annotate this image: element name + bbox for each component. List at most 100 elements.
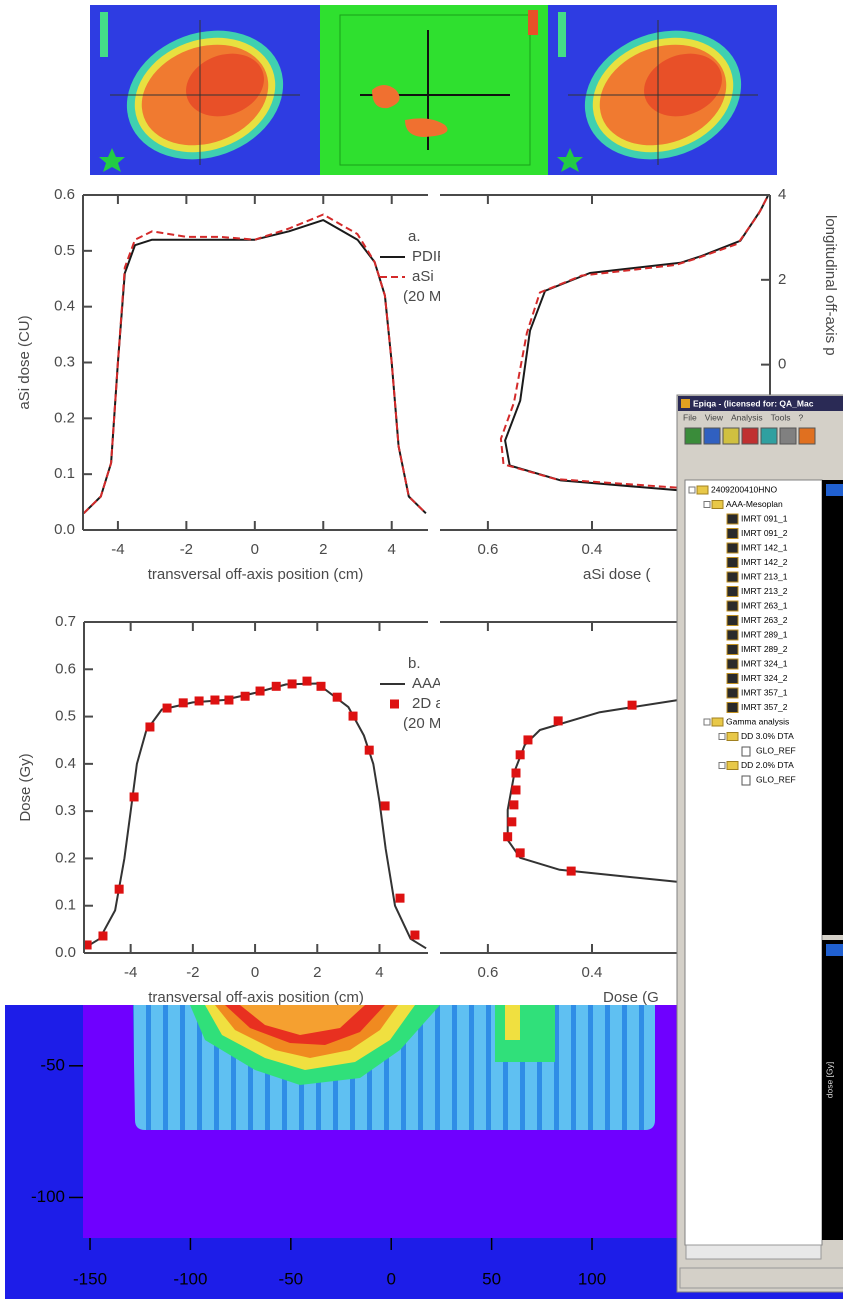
tree-item[interactable]: IMRT 289_1 <box>741 629 788 639</box>
plan-icon <box>726 702 739 713</box>
plan-icon <box>726 600 739 612</box>
plot-area <box>84 676 427 950</box>
y-tick-label: 0.1 <box>55 897 76 914</box>
pane-tab <box>826 944 843 956</box>
expander[interactable] <box>688 486 696 494</box>
y-tick-label: 0.6 <box>54 186 75 203</box>
marker <box>507 817 517 827</box>
tree-item[interactable]: IMRT 091_1 <box>741 513 788 523</box>
y-axis-label: Dose (Gy) <box>17 753 34 821</box>
menu-item[interactable]: File <box>683 412 697 422</box>
folder-icon <box>711 717 724 727</box>
x-tick-label: -150 <box>73 1269 107 1288</box>
marker <box>178 698 188 708</box>
tree-item[interactable]: GLO_REF <box>756 745 796 755</box>
menu-item[interactable]: View <box>705 412 724 422</box>
tree-item[interactable]: IMRT 263_2 <box>741 615 788 625</box>
legend-label: AAA <box>412 675 442 692</box>
folder-icon <box>726 732 739 741</box>
y-tick-label: -50 <box>40 1055 65 1074</box>
marker <box>395 893 405 903</box>
toolbar-button[interactable] <box>741 427 759 445</box>
tree-item[interactable]: IMRT 263_1 <box>741 600 788 610</box>
file-icon <box>741 746 751 757</box>
line <box>499 195 769 489</box>
tree-item[interactable]: IMRT 357_1 <box>741 687 788 697</box>
y-tick-label: 0.4 <box>55 755 76 772</box>
marker <box>509 800 519 810</box>
tree-item[interactable]: DD 3.0% DTA <box>741 731 794 741</box>
plot-pane <box>822 480 843 935</box>
x-tick-label: 2 <box>319 541 327 558</box>
toolbar-button[interactable] <box>760 427 778 445</box>
x-tick-label: -50 <box>279 1269 304 1288</box>
tree-item[interactable]: IMRT 213_1 <box>741 571 788 581</box>
menu-item[interactable]: ? <box>798 412 803 422</box>
tree-item[interactable]: IMRT 091_2 <box>741 528 788 538</box>
app-icon <box>681 399 690 408</box>
plan-icon <box>726 629 739 641</box>
marker <box>380 801 390 811</box>
toolbar-button[interactable] <box>798 427 816 445</box>
marker <box>271 681 281 691</box>
plot-axis-label: dose [Gy] <box>824 1062 834 1098</box>
expander[interactable] <box>703 501 711 508</box>
plot-pane <box>822 940 843 1240</box>
tree-item[interactable]: IMRT 324_2 <box>741 673 788 683</box>
y-tick-label: 0 <box>778 356 786 373</box>
panel: -150 -100 -50 0 50 100 -50 -100 <box>31 1055 606 1288</box>
tree-item[interactable]: IMRT 142_1 <box>741 542 788 552</box>
marker <box>410 930 420 940</box>
toolbar-button[interactable] <box>703 427 721 445</box>
legend-label: PDIP <box>412 248 447 265</box>
x-tick-label: 100 <box>578 1269 606 1288</box>
marker <box>287 679 297 689</box>
annotation: b. <box>408 655 421 672</box>
tree-pane <box>684 479 823 1246</box>
tree-item[interactable]: IMRT 213_2 <box>741 586 788 596</box>
x-tick-label: -4 <box>111 541 124 558</box>
x-tick-label: 4 <box>375 964 383 981</box>
marker <box>553 716 563 726</box>
x-tick-label: 0.6 <box>477 541 498 558</box>
plan-icon <box>726 586 739 597</box>
marker <box>515 848 525 858</box>
expander[interactable] <box>718 762 726 769</box>
tree-item[interactable]: DD 2.0% DTA <box>741 760 794 770</box>
tree-item[interactable]: IMRT 324_1 <box>741 658 788 668</box>
y-axis-label: aSi dose (CU) <box>16 315 33 409</box>
tree-item[interactable]: IMRT 357_2 <box>741 702 788 712</box>
line <box>83 213 427 515</box>
plot-area <box>503 699 677 883</box>
plan-icon <box>726 615 739 626</box>
expander[interactable] <box>718 733 726 740</box>
tree-item[interactable]: AAA-Mesoplan <box>726 499 783 509</box>
toolbar-button[interactable] <box>684 427 702 445</box>
menu-item[interactable]: Analysis <box>731 412 763 422</box>
x-tick-label: 0 <box>386 1269 395 1288</box>
legend-label: aSi <box>412 268 434 285</box>
y-tick-label: -100 <box>31 1187 65 1206</box>
tree-item[interactable]: 2409200410HNO <box>711 484 778 494</box>
menu-item[interactable]: Tools <box>771 412 791 422</box>
marker <box>332 692 342 702</box>
x-tick-label: 0 <box>251 964 259 981</box>
toolbar-button[interactable] <box>722 427 740 445</box>
expander[interactable] <box>703 718 711 726</box>
title-bar <box>678 396 843 411</box>
tree-item[interactable]: IMRT 289_2 <box>741 644 788 654</box>
toolbar-button[interactable] <box>779 427 797 445</box>
y-tick-label: 0.0 <box>54 521 75 538</box>
tree-item[interactable]: Gamma analysis <box>726 716 789 726</box>
tree-item[interactable]: IMRT 142_2 <box>741 557 788 567</box>
marker <box>224 695 234 705</box>
y-tick-label: 4 <box>778 186 786 203</box>
y-tick-label: 0.1 <box>54 465 75 482</box>
marker <box>627 700 637 710</box>
marker <box>145 722 155 732</box>
x-tick-label: -2 <box>180 541 193 558</box>
x-axis-label: transversal off-axis position (cm) <box>148 566 364 583</box>
tree-item[interactable]: GLO_REF <box>756 774 796 784</box>
